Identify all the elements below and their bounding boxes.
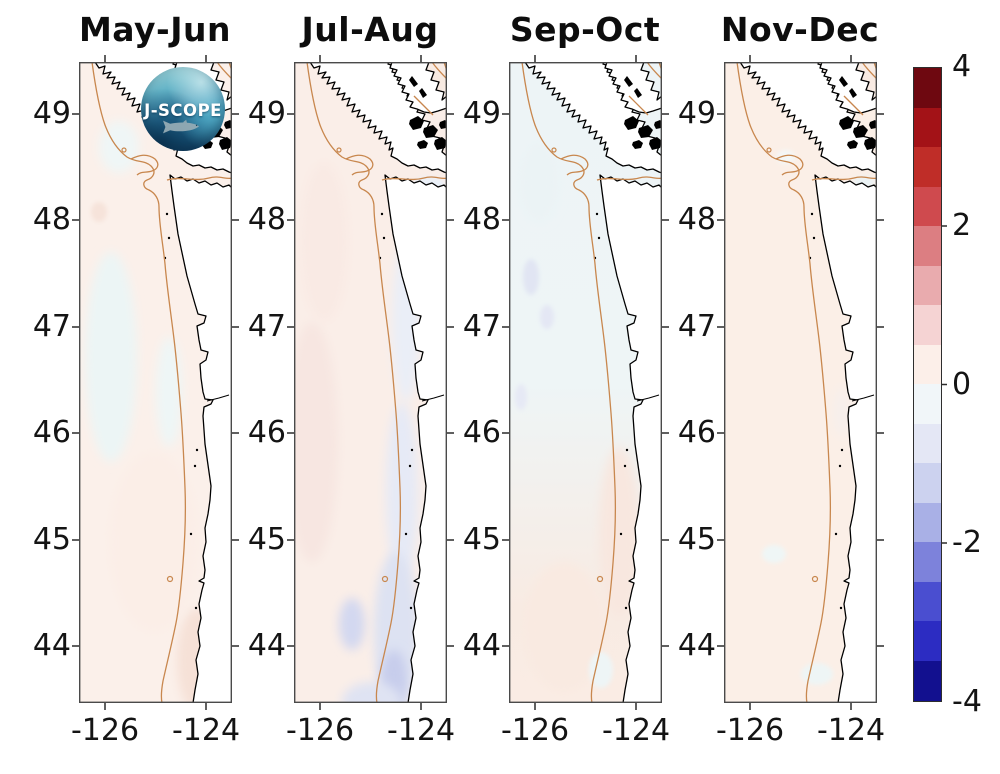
lon-tick-label-jul-aug--126: -126 — [285, 713, 355, 748]
lat-tick-label-sep-oct-44: 44 — [462, 628, 501, 663]
colorbar-segment-0 — [914, 68, 941, 108]
lat-tick-label-nov-dec-48: 48 — [677, 202, 716, 237]
colorbar-segment-15 — [914, 660, 941, 701]
colorbar-segment-14 — [914, 621, 941, 662]
panel-title-nov-dec: Nov-Dec — [720, 10, 880, 49]
colorbar-segment-8 — [914, 384, 941, 425]
lat-tick-label-sep-oct-46: 46 — [462, 415, 501, 450]
lat-tick-label-nov-dec-44: 44 — [677, 628, 716, 663]
lon-tick-label-nov-dec--124: -124 — [816, 713, 886, 748]
lat-tick-label-jul-aug-46: 46 — [247, 415, 286, 450]
lat-tick-label-sep-oct-49: 49 — [462, 96, 501, 131]
colorbar-segment-9 — [914, 423, 941, 464]
lat-tick-label-jul-aug-48: 48 — [247, 202, 286, 237]
panel-title-jul-aug: Jul-Aug — [301, 10, 439, 49]
lon-tick-label-may-jun--126: -126 — [70, 713, 140, 748]
lat-tick-label-may-jun-49: 49 — [32, 96, 71, 131]
lat-tick-label-may-jun-44: 44 — [32, 628, 71, 663]
colorbar-segment-12 — [914, 542, 941, 583]
colorbar-tick-label--2: -2 — [952, 525, 982, 560]
lat-tick-label-sep-oct-48: 48 — [462, 202, 501, 237]
colorbar-segment-13 — [914, 581, 941, 622]
lon-tick-label-jul-aug--124: -124 — [386, 713, 456, 748]
map-panel-nov-dec — [724, 62, 877, 703]
colorbar-segment-11 — [914, 502, 941, 543]
lat-tick-label-nov-dec-47: 47 — [677, 309, 716, 344]
lat-tick-label-may-jun-48: 48 — [32, 202, 71, 237]
map-panel-may-jun — [79, 62, 232, 703]
lat-tick-label-nov-dec-49: 49 — [677, 96, 716, 131]
lon-tick-label-nov-dec--126: -126 — [715, 713, 785, 748]
logo-label: J-SCOPE — [144, 101, 222, 120]
colorbar-tick-label-0: 0 — [952, 366, 972, 402]
lat-tick-label-may-jun-46: 46 — [32, 415, 71, 450]
lat-tick-label-nov-dec-45: 45 — [677, 522, 716, 557]
map-panel-sep-oct — [509, 62, 662, 703]
lat-tick-label-jul-aug-45: 45 — [247, 522, 286, 557]
lat-tick-label-nov-dec-46: 46 — [677, 415, 716, 450]
lat-tick-label-may-jun-45: 45 — [32, 522, 71, 557]
colorbar-segment-2 — [914, 147, 941, 188]
colorbar-tick-label--4: -4 — [952, 684, 982, 719]
colorbar-segment-1 — [914, 107, 941, 148]
colorbar-segment-6 — [914, 305, 941, 346]
colorbar — [913, 67, 942, 702]
fish-icon — [163, 119, 199, 134]
panel-title-sep-oct: Sep-Oct — [509, 10, 661, 49]
panel-title-may-jun: May-Jun — [78, 10, 232, 49]
lat-tick-label-jul-aug-49: 49 — [247, 96, 286, 131]
lat-tick-label-jul-aug-47: 47 — [247, 309, 286, 344]
map-panel-jul-aug — [294, 62, 447, 703]
lat-tick-label-sep-oct-47: 47 — [462, 309, 501, 344]
colorbar-segment-3 — [914, 186, 941, 227]
lon-tick-label-sep-oct--126: -126 — [500, 713, 570, 748]
colorbar-segment-10 — [914, 463, 941, 504]
lon-tick-label-may-jun--124: -124 — [171, 713, 241, 748]
colorbar-tick-label-4: 4 — [952, 49, 972, 84]
lon-tick-label-sep-oct--124: -124 — [601, 713, 671, 748]
lat-tick-label-sep-oct-45: 45 — [462, 522, 501, 557]
colorbar-tick-label-2: 2 — [952, 208, 972, 243]
colorbar-segment-7 — [914, 344, 941, 385]
jscope-logo: J-SCOPE — [141, 67, 225, 151]
lat-tick-label-jul-aug-44: 44 — [247, 628, 286, 663]
colorbar-segment-4 — [914, 226, 941, 267]
colorbar-segment-5 — [914, 265, 941, 306]
lat-tick-label-may-jun-47: 47 — [32, 309, 71, 344]
